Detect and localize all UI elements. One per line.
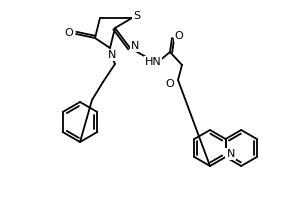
Text: N: N xyxy=(131,41,139,51)
Text: O: O xyxy=(64,28,74,38)
Text: S: S xyxy=(134,11,141,21)
Text: HN: HN xyxy=(145,57,161,67)
Text: N: N xyxy=(108,50,116,60)
Text: O: O xyxy=(166,79,174,89)
Text: O: O xyxy=(175,31,183,41)
Text: N: N xyxy=(226,149,235,159)
